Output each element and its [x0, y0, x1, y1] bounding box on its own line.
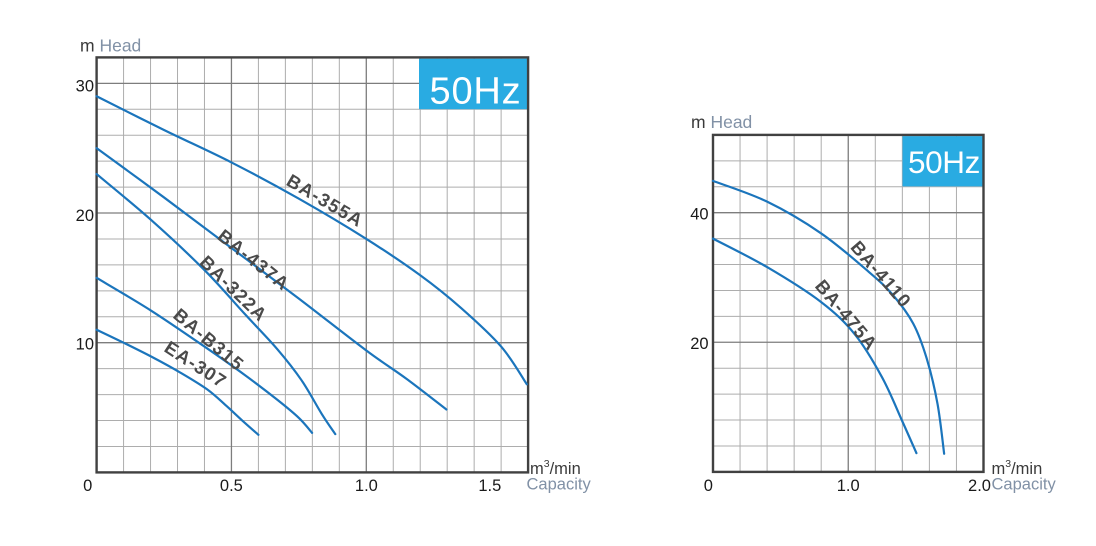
svg-text:50Hz: 50Hz: [430, 71, 522, 113]
svg-text:2.0: 2.0: [968, 477, 991, 495]
svg-text:0: 0: [83, 477, 92, 495]
svg-text:0: 0: [704, 477, 713, 495]
svg-text:20: 20: [690, 335, 708, 353]
svg-text:10: 10: [76, 335, 94, 353]
svg-text:m3/min: m3/min: [992, 458, 1043, 478]
svg-text:1.0: 1.0: [355, 477, 378, 495]
svg-text:30: 30: [76, 78, 94, 96]
svg-text:50Hz: 50Hz: [908, 144, 980, 180]
svg-text:1.5: 1.5: [478, 477, 501, 495]
svg-text:40: 40: [690, 205, 708, 223]
svg-text:m3/min: m3/min: [530, 458, 581, 478]
svg-text:m Head: m Head: [691, 112, 752, 132]
svg-text:1.0: 1.0: [837, 477, 860, 495]
svg-text:Capacity: Capacity: [992, 476, 1057, 494]
svg-text:20: 20: [76, 207, 94, 225]
svg-text:Capacity: Capacity: [527, 476, 592, 494]
svg-text:m Head: m Head: [80, 36, 141, 56]
svg-text:0.5: 0.5: [220, 477, 243, 495]
